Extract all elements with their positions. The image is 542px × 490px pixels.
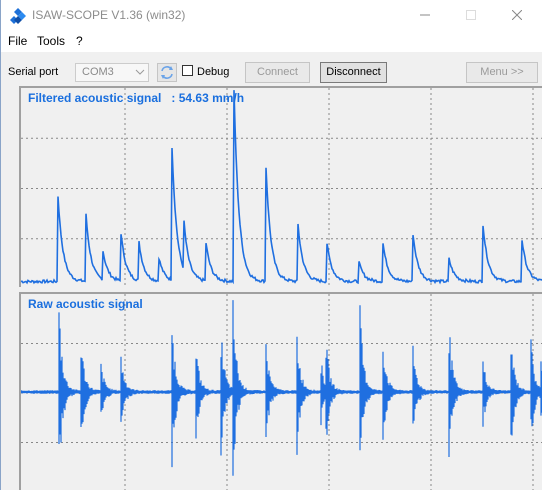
raw-signal-title: Raw acoustic signal	[28, 297, 143, 311]
menu-toggle-button[interactable]: Menu >>	[466, 62, 538, 83]
minimize-icon	[420, 14, 430, 16]
chevron-down-icon	[135, 69, 145, 75]
refresh-button[interactable]	[157, 63, 177, 82]
close-icon	[512, 10, 522, 20]
serial-port-value: COM3	[82, 66, 114, 78]
raw-signal-plot	[21, 294, 542, 490]
maximize-button[interactable]	[448, 0, 494, 30]
menu-file[interactable]: File	[8, 34, 28, 48]
maximize-icon	[466, 10, 476, 20]
debug-label: Debug	[197, 66, 230, 78]
serial-port-label: Serial port	[8, 66, 59, 78]
window-title: ISAW-SCOPE V1.36 (win32)	[32, 8, 186, 22]
serial-port-select[interactable]: COM3	[75, 63, 149, 82]
minimize-button[interactable]	[402, 0, 448, 30]
raw-signal-line	[21, 300, 542, 476]
filtered-signal-plot	[21, 88, 542, 287]
filtered-signal-line	[21, 90, 542, 285]
debug-checkbox[interactable]	[182, 65, 193, 76]
rain-rate-unit: mm/h	[212, 91, 245, 105]
diamond-app-icon	[10, 8, 26, 24]
filtered-title-prefix: Filtered acoustic signal	[28, 91, 162, 105]
rain-rate-value: 54.63	[178, 91, 209, 105]
connect-button[interactable]: Connect	[245, 62, 310, 83]
menu-bar: File Tools ?	[1, 30, 542, 52]
close-button[interactable]	[494, 0, 540, 30]
filtered-title-separator: :	[171, 91, 176, 105]
raw-signal-panel: Raw acoustic signal	[19, 292, 542, 490]
title-bar[interactable]: ISAW-SCOPE V1.36 (win32)	[1, 0, 542, 30]
menu-help[interactable]: ?	[76, 34, 83, 48]
toolbar: Serial port COM3 Debug Connect Disconnec…	[1, 52, 542, 84]
filtered-signal-title: Filtered acoustic signal : 54.63 mm/h	[28, 91, 244, 105]
disconnect-button[interactable]: Disconnect	[320, 62, 387, 83]
filtered-signal-panel: Filtered acoustic signal : 54.63 mm/h	[19, 86, 542, 287]
menu-tools[interactable]: Tools	[37, 34, 66, 48]
refresh-icon	[161, 66, 173, 79]
